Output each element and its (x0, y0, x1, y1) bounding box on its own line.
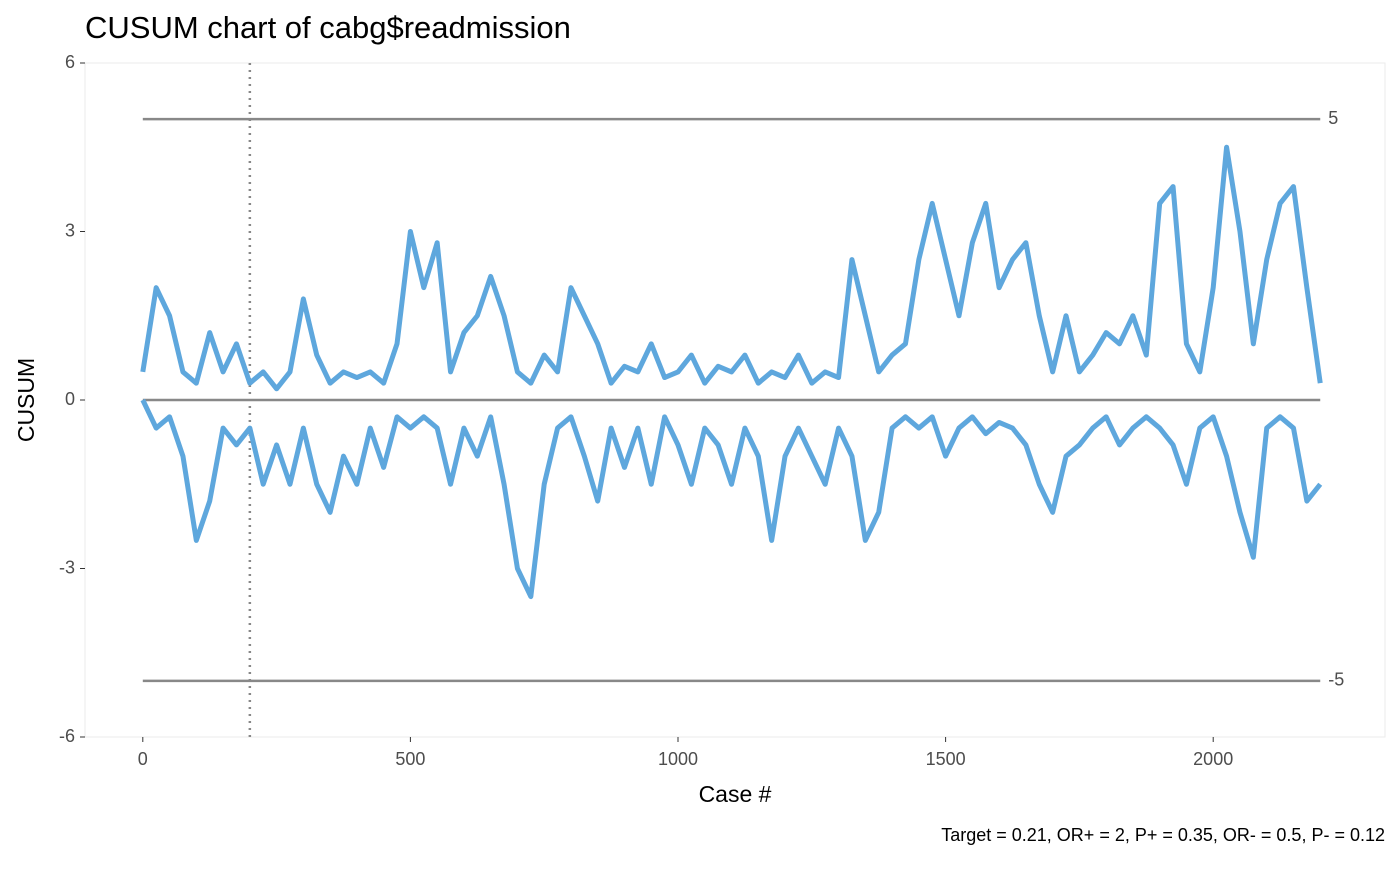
y-tick-label: -3 (59, 557, 75, 577)
cusum-line (140, 398, 1323, 600)
y-tick-label: 3 (65, 220, 75, 240)
x-tick-label: 2000 (1193, 749, 1233, 769)
caption: Target = 0.21, OR+ = 2, P+ = 0.35, OR- =… (941, 825, 1385, 845)
cusum-line (140, 144, 1323, 392)
x-tick-label: 500 (395, 749, 425, 769)
x-tick-label: 0 (138, 749, 148, 769)
y-tick-label: 6 (65, 52, 75, 72)
y-axis-title: CUSUM (13, 358, 39, 442)
control-limit-label: 5 (1328, 108, 1338, 128)
chart-title: CUSUM chart of cabg$readmission (85, 10, 571, 45)
y-tick-label: -6 (59, 726, 75, 746)
x-axis-title: Case # (699, 781, 772, 807)
x-tick-label: 1500 (926, 749, 966, 769)
y-tick-label: 0 (65, 389, 75, 409)
control-limit-label: -5 (1328, 670, 1344, 690)
x-tick-label: 1000 (658, 749, 698, 769)
